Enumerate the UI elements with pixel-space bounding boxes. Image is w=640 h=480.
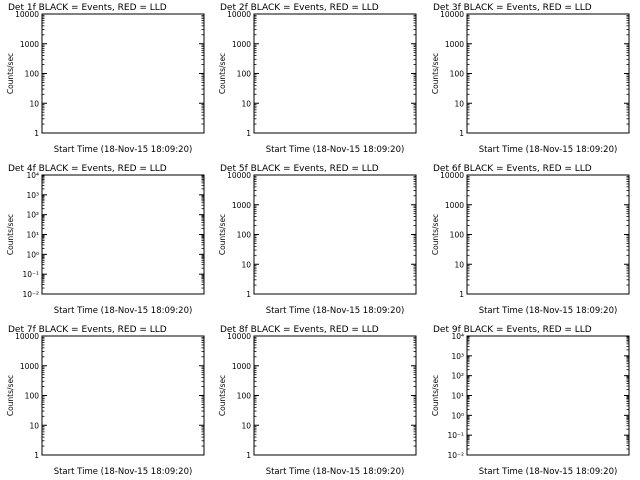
panel-title: Det 3f BLACK = Events, RED = LLD xyxy=(433,3,592,13)
y-tick-label: 10 xyxy=(241,260,251,269)
panel-title: Det 6f BLACK = Events, RED = LLD xyxy=(433,164,592,174)
panel-title: Det 1f BLACK = Events, RED = LLD xyxy=(8,3,167,13)
y-axis-title: Counts/sec xyxy=(6,53,15,94)
plot-frame xyxy=(41,174,205,295)
y-tick-label: 100 xyxy=(237,231,252,240)
y-tick-label: 10² xyxy=(451,372,464,381)
y-tick-label: 10 xyxy=(454,99,464,108)
y-tick-label: 10¹ xyxy=(26,231,39,240)
panel-title: Det 4f BLACK = Events, RED = LLD xyxy=(8,164,167,174)
y-tick-label: 10⁻² xyxy=(447,451,464,460)
panel-det-1: Det 1f BLACK = Events, RED = LLDESFE1101… xyxy=(6,3,205,155)
panel-title: Det 7f BLACK = Events, RED = LLD xyxy=(8,325,167,335)
y-tick-label: 10 xyxy=(241,421,251,430)
y-tick-label: 10000 xyxy=(440,10,464,19)
y-tick-label: 10⁴ xyxy=(26,171,39,180)
panel-det-4: Det 4f BLACK = Events, RED = LLDESFE10⁻²… xyxy=(6,164,205,316)
y-axis-title: Counts/sec xyxy=(218,214,227,255)
y-tick-label: 100 xyxy=(237,392,252,401)
y-tick-label: 10² xyxy=(26,211,39,220)
y-tick-label: 1000 xyxy=(232,201,251,210)
y-tick-label: 1000 xyxy=(20,40,39,49)
plot-frame xyxy=(253,335,417,456)
y-tick-label: 10000 xyxy=(227,171,251,180)
y-tick-label: 10³ xyxy=(451,352,464,361)
x-axis-title: Start Time (18-Nov-15 18:09:20) xyxy=(266,467,405,477)
y-tick-label: 10 xyxy=(29,421,39,430)
y-axis-title: Counts/sec xyxy=(431,375,440,416)
plot-frame xyxy=(41,335,205,456)
plot-frame xyxy=(253,13,417,134)
panel-det-2: Det 2f BLACK = Events, RED = LLDESFE1101… xyxy=(218,3,417,155)
x-axis-title: Start Time (18-Nov-15 18:09:20) xyxy=(266,145,405,155)
y-tick-label: 100 xyxy=(25,392,40,401)
panel-title: Det 5f BLACK = Events, RED = LLD xyxy=(220,164,379,174)
y-tick-label: 10⁰ xyxy=(451,411,464,420)
panel-det-3: Det 3f BLACK = Events, RED = LLDESFE1101… xyxy=(431,3,630,155)
y-tick-label: 100 xyxy=(237,70,252,79)
x-axis-title: Start Time (18-Nov-15 18:09:20) xyxy=(54,145,193,155)
panel-det-6: Det 6f BLACK = Events, RED = LLDESFE1101… xyxy=(431,164,630,316)
plot-frame xyxy=(466,174,630,295)
y-tick-label: 1000 xyxy=(445,40,464,49)
y-tick-label: 1 xyxy=(246,451,251,460)
panel-det-5: Det 5f BLACK = Events, RED = LLDESFE1101… xyxy=(218,164,417,316)
x-axis-title: Start Time (18-Nov-15 18:09:20) xyxy=(266,306,405,316)
y-tick-label: 1000 xyxy=(232,40,251,49)
y-tick-label: 10000 xyxy=(227,10,251,19)
y-tick-label: 1000 xyxy=(445,201,464,210)
y-tick-label: 10 xyxy=(454,260,464,269)
y-tick-label: 10000 xyxy=(227,332,251,341)
y-tick-label: 100 xyxy=(450,70,465,79)
x-axis-title: Start Time (18-Nov-15 18:09:20) xyxy=(54,306,193,316)
y-axis-title: Counts/sec xyxy=(431,214,440,255)
plot-frame xyxy=(253,174,417,295)
y-tick-label: 1000 xyxy=(20,362,39,371)
panel-det-7: Det 7f BLACK = Events, RED = LLDESFE1101… xyxy=(6,325,205,477)
y-tick-label: 10¹ xyxy=(451,392,464,401)
y-tick-label: 10⁻² xyxy=(22,290,39,299)
panel-title: Det 8f BLACK = Events, RED = LLD xyxy=(220,325,379,335)
x-axis-title: Start Time (18-Nov-15 18:09:20) xyxy=(479,467,618,477)
x-axis-title: Start Time (18-Nov-15 18:09:20) xyxy=(479,145,618,155)
y-tick-label: 10000 xyxy=(15,10,39,19)
x-axis-title: Start Time (18-Nov-15 18:09:20) xyxy=(479,306,618,316)
y-tick-label: 1 xyxy=(34,451,39,460)
y-tick-label: 10⁰ xyxy=(26,250,39,259)
y-axis-title: Counts/sec xyxy=(6,375,15,416)
y-axis-title: Counts/sec xyxy=(218,375,227,416)
y-axis-title: Counts/sec xyxy=(218,53,227,94)
plot-frame xyxy=(466,13,630,134)
panel-title: Det 9f BLACK = Events, RED = LLD xyxy=(433,325,592,335)
y-tick-label: 1000 xyxy=(232,362,251,371)
y-tick-label: 10⁻¹ xyxy=(447,431,464,440)
x-axis-title: Start Time (18-Nov-15 18:09:20) xyxy=(54,467,193,477)
plot-frame xyxy=(466,335,630,456)
y-tick-label: 1 xyxy=(246,290,251,299)
y-tick-label: 10³ xyxy=(26,191,39,200)
y-tick-label: 10⁴ xyxy=(451,332,464,341)
plot-frame xyxy=(41,13,205,134)
y-axis-title: Counts/sec xyxy=(6,214,15,255)
panel-det-8: Det 8f BLACK = Events, RED = LLDESFE1101… xyxy=(218,325,417,477)
y-tick-label: 1 xyxy=(459,290,464,299)
panel-det-9: Det 9f BLACK = Events, RED = LLDESFE10⁻²… xyxy=(431,325,630,477)
panel-title: Det 2f BLACK = Events, RED = LLD xyxy=(220,3,379,13)
y-tick-label: 10 xyxy=(29,99,39,108)
y-tick-label: 1 xyxy=(246,129,251,138)
y-tick-label: 10000 xyxy=(440,171,464,180)
y-tick-label: 10⁻¹ xyxy=(22,270,39,279)
y-tick-label: 1 xyxy=(34,129,39,138)
y-tick-label: 100 xyxy=(25,70,40,79)
y-axis-title: Counts/sec xyxy=(431,53,440,94)
y-tick-label: 10 xyxy=(241,99,251,108)
y-tick-label: 10000 xyxy=(15,332,39,341)
y-tick-label: 1 xyxy=(459,129,464,138)
y-tick-label: 100 xyxy=(450,231,465,240)
